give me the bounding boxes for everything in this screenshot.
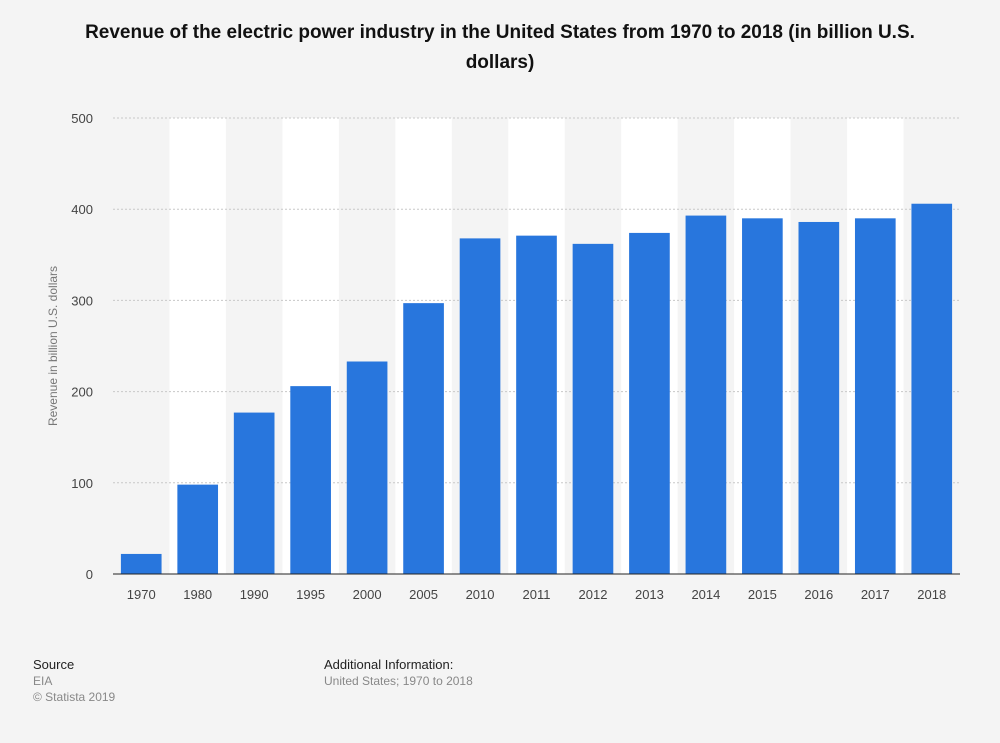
x-tick-label: 2000 (353, 587, 382, 602)
bar (798, 221, 840, 574)
bar (403, 303, 444, 574)
bar (177, 484, 219, 574)
y-tick-label: 200 (71, 385, 93, 400)
bar (854, 218, 896, 574)
y-tick-label: 300 (71, 293, 93, 308)
additional-info-value: United States; 1970 to 2018 (324, 674, 473, 688)
x-tick-label: 2014 (691, 587, 720, 602)
bar (629, 232, 670, 575)
bar (290, 386, 331, 574)
y-axis-label: Revenue in billion U.S. dollars (46, 266, 60, 426)
source-label: Source (33, 657, 75, 672)
y-tick-label: 0 (86, 567, 93, 582)
x-tick-label: 2005 (409, 587, 438, 602)
x-tick-label: 2016 (804, 587, 833, 602)
y-tick-label: 100 (71, 476, 93, 491)
additional-info-block: Additional Information: United States; 1… (324, 657, 473, 689)
bar (742, 218, 783, 574)
x-tick-label: 1995 (296, 587, 325, 602)
bar (911, 203, 953, 574)
chart-title: Revenue of the electric power industry i… (85, 22, 915, 73)
bar (685, 215, 727, 575)
x-tick-label: 1970 (127, 587, 156, 602)
x-tick-label: 2012 (579, 587, 608, 602)
x-tick-label: 2013 (635, 587, 664, 602)
source-block: Source EIA © Statista 2019 (33, 657, 115, 705)
y-tick-label: 500 (71, 111, 93, 126)
bar (516, 235, 557, 574)
x-tick-label: 1980 (183, 587, 212, 602)
x-tick-label: 2011 (523, 587, 551, 602)
x-tick-label: 2018 (917, 587, 946, 602)
copyright-text: © Statista 2019 (33, 690, 116, 704)
x-tick-label: 2015 (748, 587, 777, 602)
bar (346, 361, 388, 574)
bar (233, 412, 275, 574)
bar (120, 553, 162, 574)
bar (572, 243, 614, 574)
y-tick-label: 400 (71, 202, 93, 217)
source-value: EIA (33, 674, 53, 688)
x-tick-label: 2017 (861, 587, 890, 602)
x-tick-label: 1990 (240, 587, 269, 602)
x-tick-label: 2010 (466, 587, 495, 602)
bar (459, 238, 501, 574)
additional-info-label: Additional Information: (324, 657, 454, 672)
